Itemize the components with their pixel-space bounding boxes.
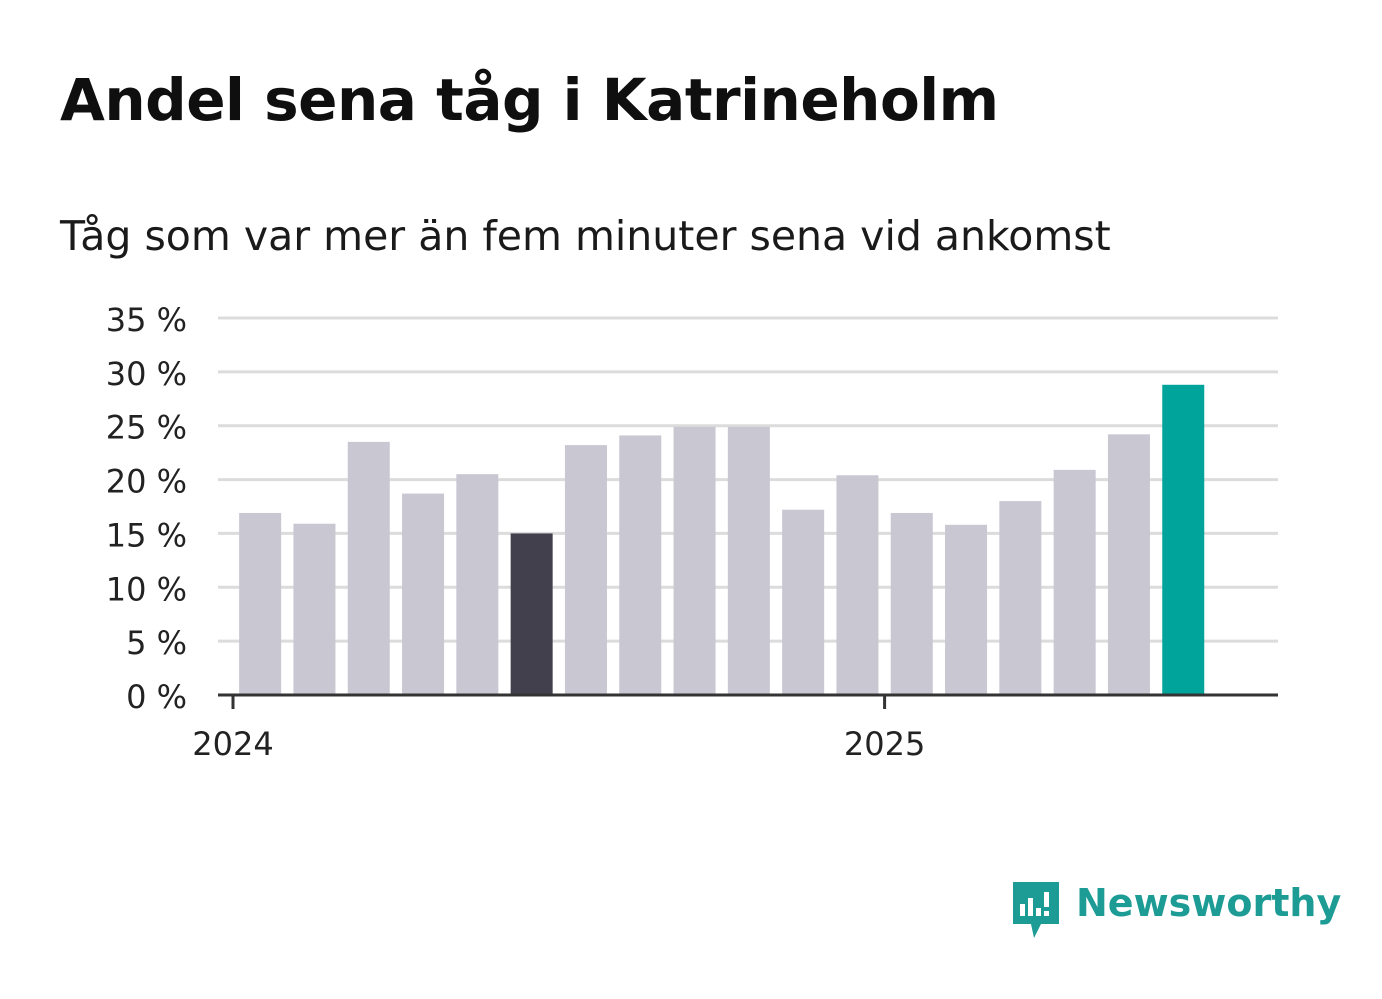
- bar: [890, 512, 933, 695]
- bar: [727, 426, 770, 695]
- y-tick-label: 35 %: [106, 301, 187, 339]
- bar: [1107, 434, 1150, 695]
- bar: [999, 501, 1042, 695]
- bar: [293, 523, 336, 695]
- bar: [619, 435, 662, 695]
- y-tick-label: 10 %: [106, 570, 187, 608]
- bar: [945, 524, 988, 695]
- bar: [1162, 384, 1205, 695]
- brand-logo: Newsworthy: [1010, 880, 1341, 942]
- y-tick-label: 5 %: [126, 624, 187, 662]
- bar: [402, 493, 445, 695]
- y-tick-label: 20 %: [106, 463, 187, 501]
- axes: 0 % 5 % 10 % 15 % 20 % 25 % 30 % 35 % 2024 2025: [106, 301, 1278, 763]
- bars: [239, 384, 1205, 695]
- chart-subtitle: Tåg som var mer än fem minuter sena vid …: [60, 212, 1111, 260]
- y-tick-label: 30 %: [106, 355, 187, 393]
- bar: [347, 441, 390, 695]
- bar: [673, 426, 716, 695]
- y-tick-label: 0 %: [126, 678, 187, 716]
- newsworthy-logo-icon: [1013, 882, 1059, 938]
- bar: [782, 509, 825, 695]
- bar: [239, 512, 282, 695]
- bar: [456, 474, 499, 695]
- bar: [564, 445, 607, 695]
- bar: [836, 475, 879, 695]
- y-tick-label: 15 %: [106, 516, 187, 554]
- bar: [510, 533, 553, 695]
- chart-title: Andel sena tåg i Katrineholm: [60, 66, 999, 134]
- x-tick-label: 2025: [844, 725, 925, 763]
- y-tick-label: 25 %: [106, 409, 187, 447]
- brand-name: Newsworthy: [1076, 881, 1342, 925]
- x-tick-label: 2024: [192, 725, 273, 763]
- bar: [1053, 469, 1096, 695]
